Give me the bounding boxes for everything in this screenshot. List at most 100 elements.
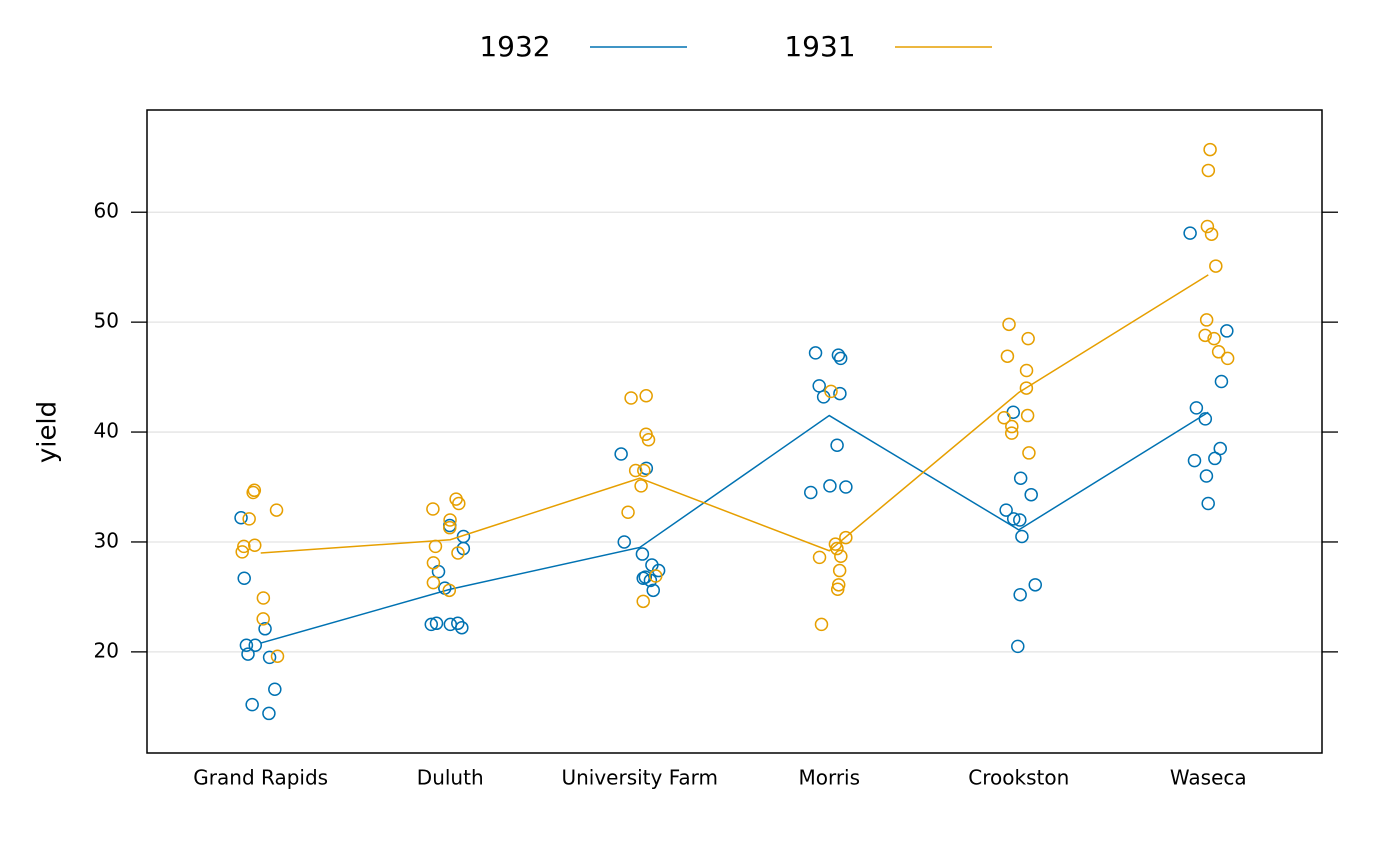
point [247,483,262,498]
point [833,351,848,366]
point [614,447,628,461]
point [639,461,654,476]
point [624,391,638,405]
point [1183,226,1197,240]
point [239,638,254,653]
legend-label: 1931 [784,30,855,63]
point [1028,578,1043,592]
point [241,647,255,661]
point [1005,419,1019,434]
point [1220,351,1235,366]
legend-label: 1932 [479,30,550,63]
point [1015,529,1029,544]
point [234,511,248,525]
point [248,638,263,653]
point [262,706,276,721]
point [429,616,444,631]
point [1000,349,1015,363]
point [1011,639,1025,654]
point [641,432,656,447]
x-tick-label: University Farm [561,766,718,790]
point [1207,331,1221,346]
point [1200,219,1215,234]
point [648,569,663,583]
point [1013,587,1027,602]
point [1019,381,1034,395]
point [833,386,847,401]
x-tick-label: Waseca [1170,766,1247,790]
point [1198,412,1213,426]
point [628,463,643,478]
point [839,530,853,545]
point [1022,446,1036,460]
point [262,650,277,665]
point [636,571,650,585]
point [1187,453,1202,468]
plot-frame [146,109,1323,754]
point [808,346,823,360]
point [1208,451,1222,466]
mean-line [260,411,1209,644]
point [1021,331,1035,346]
point [1211,345,1226,359]
x-tick-label: Crookston [968,766,1069,790]
x-tick-label: Duluth [417,766,484,790]
point [1203,142,1217,157]
point [237,539,251,554]
point [270,649,285,664]
point [824,384,838,399]
point [451,546,465,560]
point [621,505,635,520]
point [268,682,282,696]
point [997,411,1011,425]
y-tick-label: 60 [94,199,119,223]
mean-line [260,274,1209,554]
point [1201,163,1216,178]
point [1002,317,1016,332]
y-axis-label: yield [33,401,63,463]
point [442,520,457,535]
point [634,479,648,493]
point [804,485,818,500]
x-tick-label: Morris [798,766,860,790]
point [636,594,650,609]
point [839,480,853,494]
x-tick-label: Grand Rapids [193,766,328,790]
point [1024,487,1038,502]
point [258,622,272,636]
point [269,503,284,517]
point [245,697,259,712]
point [639,389,653,403]
y-tick-label: 20 [94,638,119,662]
point [256,591,271,605]
point [1201,496,1215,511]
point [1209,259,1223,273]
point [1004,426,1019,440]
y-tick-label: 50 [94,309,119,333]
point [1220,324,1234,338]
point [831,348,846,362]
point [256,612,270,626]
point [1006,512,1021,526]
point [1199,313,1214,327]
point [451,616,465,631]
point [442,583,457,598]
point [455,620,469,635]
point [637,463,651,478]
point [242,512,256,526]
point [999,503,1013,517]
point [426,502,440,516]
point [237,571,251,585]
point [812,550,827,565]
y-tick-label: 40 [94,419,119,443]
point [646,583,660,598]
point [1199,469,1214,483]
point [617,535,631,549]
point [248,538,262,553]
point [1020,408,1035,423]
point [1013,513,1027,527]
point [1189,401,1204,415]
point [1019,363,1034,378]
point [424,617,439,632]
